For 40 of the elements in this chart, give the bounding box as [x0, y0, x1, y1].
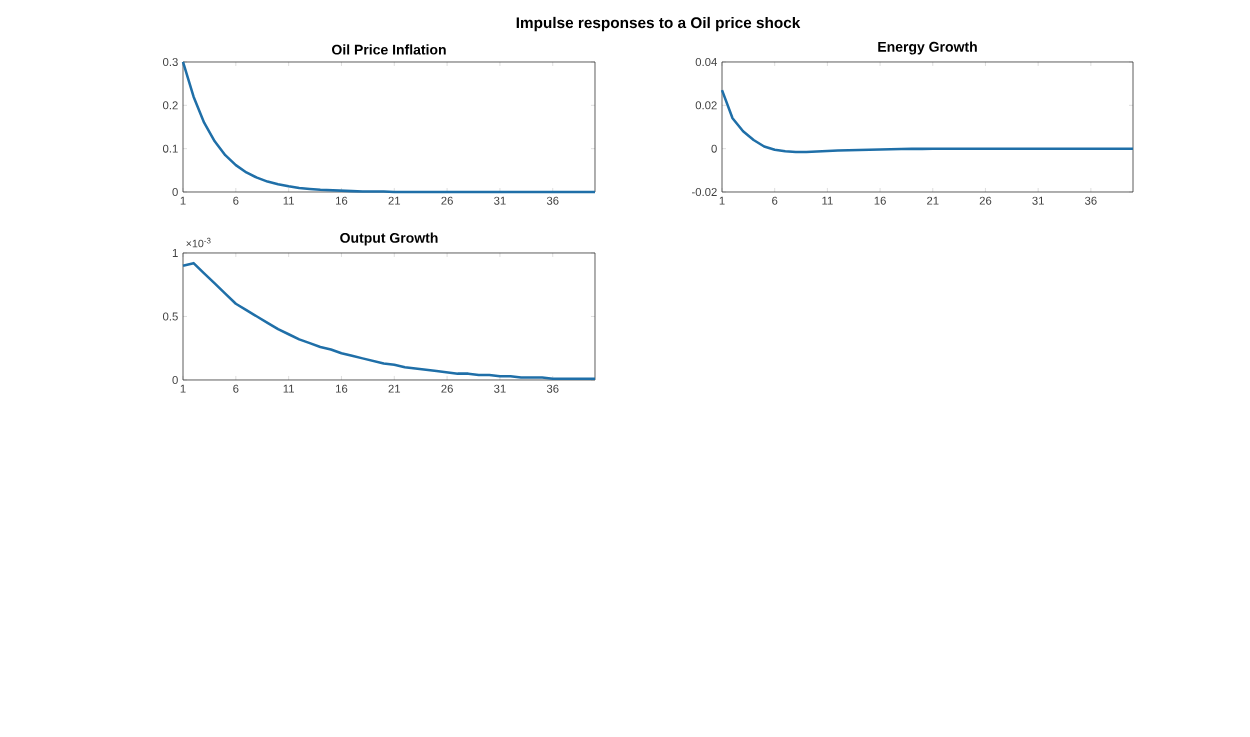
x-tick-label: 26	[979, 196, 992, 205]
x-tick-label: 11	[283, 384, 294, 393]
x-tick-label: 1	[180, 196, 186, 205]
x-tick-label: 21	[927, 196, 939, 205]
x-tick-label: 16	[874, 196, 886, 205]
x-tick-label: 1	[719, 196, 725, 205]
chart-title: Energy Growth	[878, 41, 977, 55]
y-tick-label: -0.02	[691, 187, 717, 196]
x-tick-label: 16	[336, 196, 348, 205]
y-tick-label: 0.02	[695, 101, 717, 110]
x-tick-label: 26	[441, 196, 453, 205]
text: ×10$^{-3}$	[186, 237, 211, 248]
chart-title: Output Growth	[340, 232, 438, 246]
x-tick-label: 36	[546, 196, 559, 205]
x-tick-label: 31	[494, 384, 506, 393]
x-tick-label: 6	[772, 196, 778, 205]
x-tick-label: 11	[283, 196, 294, 205]
x-tick-label: 31	[1032, 196, 1044, 205]
y-tick-label: 0	[711, 144, 717, 153]
x-tick-label: 21	[388, 196, 401, 205]
x-tick-label: 21	[388, 384, 401, 393]
y-tick-label: 0.5	[162, 312, 178, 321]
x-tick-label: 26	[441, 384, 453, 393]
y-tick-label: 0.04	[695, 57, 717, 66]
text: Impulse responses to a Oil price shock	[516, 16, 801, 32]
y-tick-label: 0	[172, 187, 178, 196]
x-tick-label: 16	[336, 384, 348, 393]
y-tick-label: 0.3	[162, 57, 178, 66]
y-tick-label: 0.2	[162, 101, 178, 110]
x-tick-label: 6	[233, 384, 239, 393]
x-tick-label: 6	[233, 196, 239, 205]
chart-title: Oil Price Inflation	[332, 44, 446, 55]
x-tick-label: 36	[1084, 196, 1097, 205]
x-tick-label: 1	[180, 384, 186, 393]
y-tick-label: 0	[172, 375, 178, 384]
y-tick-label: 0.1	[162, 144, 178, 153]
x-tick-label: 31	[494, 196, 506, 205]
y-tick-label: 1	[172, 249, 178, 257]
x-tick-label: 11	[822, 196, 833, 205]
x-tick-label: 36	[546, 384, 559, 393]
